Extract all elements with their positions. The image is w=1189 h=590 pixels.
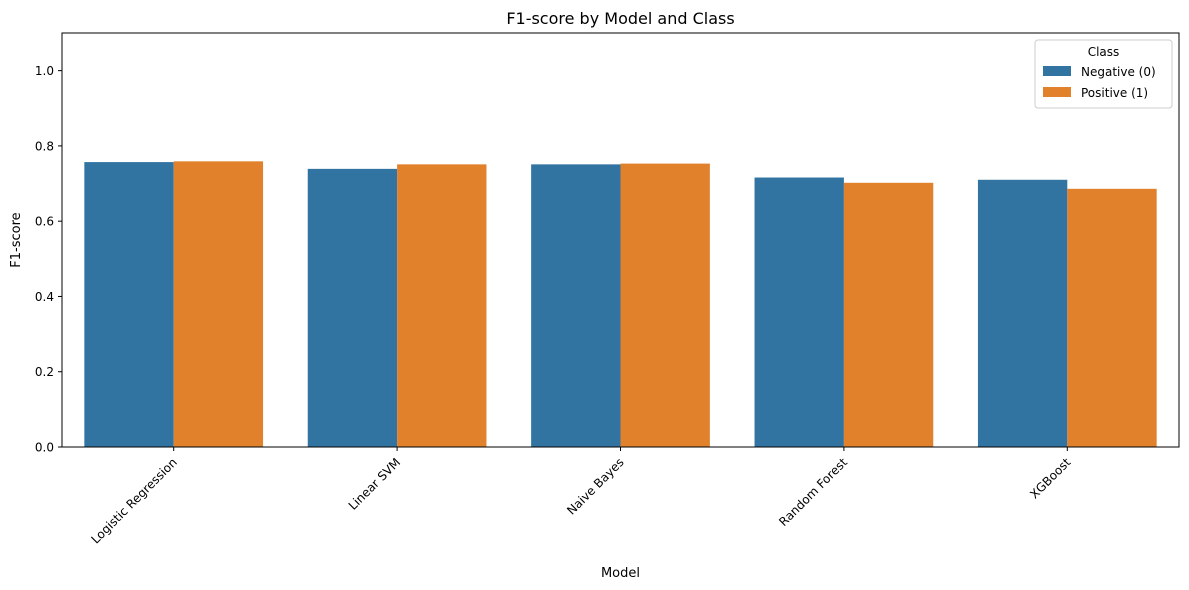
bar-positive-1-naive-bayes: [620, 163, 710, 447]
legend: Class Negative (0) Positive (1): [1034, 39, 1173, 109]
bar-negative-0-linear-svm: [307, 168, 398, 447]
bar-negative-0-logistic-regression: [84, 162, 174, 448]
y-tick-label: 1.0: [35, 64, 54, 78]
legend-swatch: [1043, 87, 1071, 97]
bar-negative-0-random-forest: [754, 177, 844, 448]
y-tick-label: 0.0: [35, 441, 54, 455]
legend-label: Positive (1): [1081, 86, 1148, 100]
x-axis-label: Model: [601, 566, 640, 581]
chart-title: F1-score by Model and Class: [506, 9, 734, 28]
legend-label: Negative (0): [1081, 65, 1156, 79]
y-axis-label: F1-score: [9, 212, 24, 267]
bar-negative-0-xgboost: [977, 179, 1068, 448]
x-tick-label: Naive Bayes: [564, 455, 626, 517]
x-tick-label: XGBoost: [1027, 455, 1073, 501]
bar-negative-0-naive-bayes: [531, 164, 621, 448]
bar-positive-1-logistic-regression: [173, 161, 264, 447]
plot-area: 0.0 0.2 0.4 0.6 0.8 1.0 Logistic Regression Lin…: [35, 32, 1180, 547]
legend-swatch: [1043, 66, 1071, 76]
bar-positive-1-linear-svm: [397, 164, 487, 448]
legend-title: Class: [1088, 45, 1120, 59]
bar-positive-1-xgboost: [1067, 188, 1157, 447]
y-tick-label: 0.2: [35, 365, 54, 379]
y-tick-label: 0.4: [35, 290, 54, 304]
y-tick-label: 0.6: [35, 215, 54, 229]
x-tick-label: Linear SVM: [346, 455, 403, 512]
y-tick-label: 0.8: [35, 139, 54, 153]
x-tick-label: Logistic Regression: [89, 455, 180, 546]
bar-positive-1-random-forest: [843, 182, 934, 447]
x-tick-label: Random Forest: [776, 455, 850, 529]
